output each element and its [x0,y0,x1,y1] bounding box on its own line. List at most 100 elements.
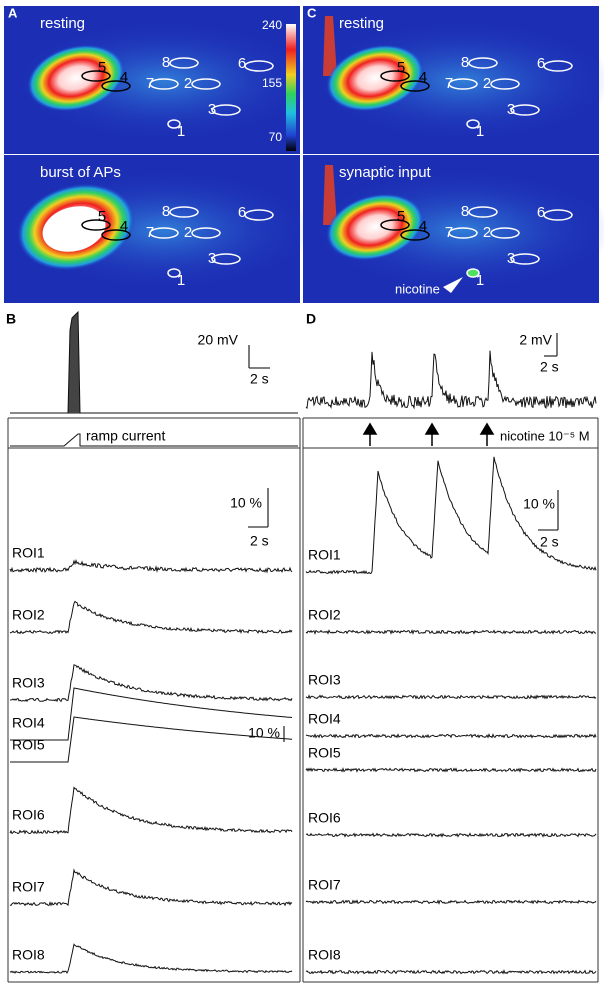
roi-label: 5 [397,59,405,76]
trace-label: ROI1 [12,545,45,561]
colorbar [286,24,296,151]
roi-label: 3 [208,250,216,267]
trace [9,868,293,907]
roi-outline [380,219,410,231]
roi-label: 5 [397,208,405,225]
scale-label: 2 s [540,359,559,375]
roi-outline [211,253,241,265]
roi-label: 1 [476,272,484,289]
panel-label: D [306,311,316,327]
roi-outline [543,209,573,221]
roi-label: 8 [162,203,170,220]
roi-label: 2 [184,75,192,92]
roi-label: 3 [507,101,515,118]
trace [10,664,293,703]
image-caption: burst of APs [40,164,121,181]
scale-label: 2 s [540,534,559,550]
roi-label: 5 [98,59,106,76]
roi-label: 1 [476,123,484,140]
dendrite [323,165,337,225]
roi-outline [468,206,498,218]
roi-label: 6 [537,55,545,72]
roi-outline [448,78,478,90]
trace-label: ROI5 [12,737,45,753]
dendrite [323,16,337,76]
roi-label: 7 [445,224,453,241]
roi-outline [149,78,179,90]
roi-outline [169,206,199,218]
roi-outline [211,104,241,116]
trace-label: ROI2 [308,607,341,623]
roi-outline [490,78,520,90]
roi-label: 6 [537,204,545,221]
trace-label: ROI3 [12,675,45,691]
stimulus-label: nicotine 10⁻⁵ M [500,428,590,443]
scale-label: 20 mV [198,332,239,348]
roi-outline [466,268,480,278]
roi-label: 1 [177,272,185,289]
trace-label: ROI6 [12,807,45,823]
roi-label: 8 [162,54,170,71]
roi-outline [244,209,274,221]
trace-label: ROI1 [308,547,341,563]
roi-outline [81,70,111,82]
spike-burst [67,310,81,414]
trace [10,687,293,741]
trace-label: ROI2 [12,607,45,623]
scale-label: 2 s [250,371,269,387]
colorbar-label: 240 [262,18,282,32]
image-caption: synaptic input [339,164,432,181]
trace-label: ROI8 [308,947,341,963]
soma [325,44,425,112]
roi-outline [244,60,274,72]
stimulus-label: ramp current [86,428,165,444]
fluorescence-image: resting 1 23 45 6 78 [303,6,604,154]
roi-label: 8 [461,203,469,220]
roi-outline [400,229,430,241]
scale-label: 2 s [250,533,269,549]
roi-outline [468,57,498,69]
trace-label: ROI3 [308,672,341,688]
trace [305,969,597,975]
roi-outline [191,78,221,90]
trace [305,694,597,700]
roi-outline [380,70,410,82]
soma-core [42,206,106,252]
roi-outline [101,80,131,92]
trace-label: ROI7 [308,877,341,893]
fluorescence-image: burst of APs 1 23 45 6 78 [4,155,314,303]
trace [305,832,597,838]
stimulus-arrow [362,422,378,446]
roi-outline [149,227,179,239]
roi-outline [490,227,520,239]
colorbar-label: 70 [269,130,283,144]
trace [305,899,597,905]
fluorescence-image: resting 1 23 45 6 78 240 155 70 [4,6,314,154]
roi-label: 4 [419,218,427,235]
roi-label: 6 [238,204,246,221]
roi-outline [400,80,430,92]
trace [10,716,292,763]
trace-label: ROI4 [308,711,341,727]
roi-label: 7 [146,75,154,92]
scale-label: 2 mV [519,332,552,348]
roi-outline [543,60,573,72]
roi-label: 4 [120,218,128,235]
roi-outline [101,229,131,241]
trace [9,786,293,835]
colorbar-label: 155 [262,76,282,90]
panel-label: B [6,311,16,327]
trace-label: ROI8 [12,947,45,963]
scale-label: 10 % [230,495,262,511]
roi-label: 2 [483,75,491,92]
soma [26,44,126,112]
roi-label: 3 [208,101,216,118]
scale-label: 10 % [523,496,555,512]
roi-label: 4 [419,69,427,86]
roi-label: 2 [184,224,192,241]
roi-label: 5 [98,208,106,225]
roi-label: 8 [461,54,469,71]
soma [325,193,425,261]
panel-label: A [8,5,18,20]
